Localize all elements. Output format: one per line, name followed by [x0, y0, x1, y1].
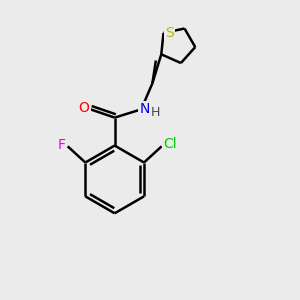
Text: F: F: [57, 138, 65, 152]
Text: H: H: [151, 106, 160, 119]
Text: N: N: [140, 102, 150, 116]
Text: S: S: [165, 26, 174, 40]
Text: Cl: Cl: [163, 137, 177, 151]
Text: O: O: [79, 101, 89, 115]
